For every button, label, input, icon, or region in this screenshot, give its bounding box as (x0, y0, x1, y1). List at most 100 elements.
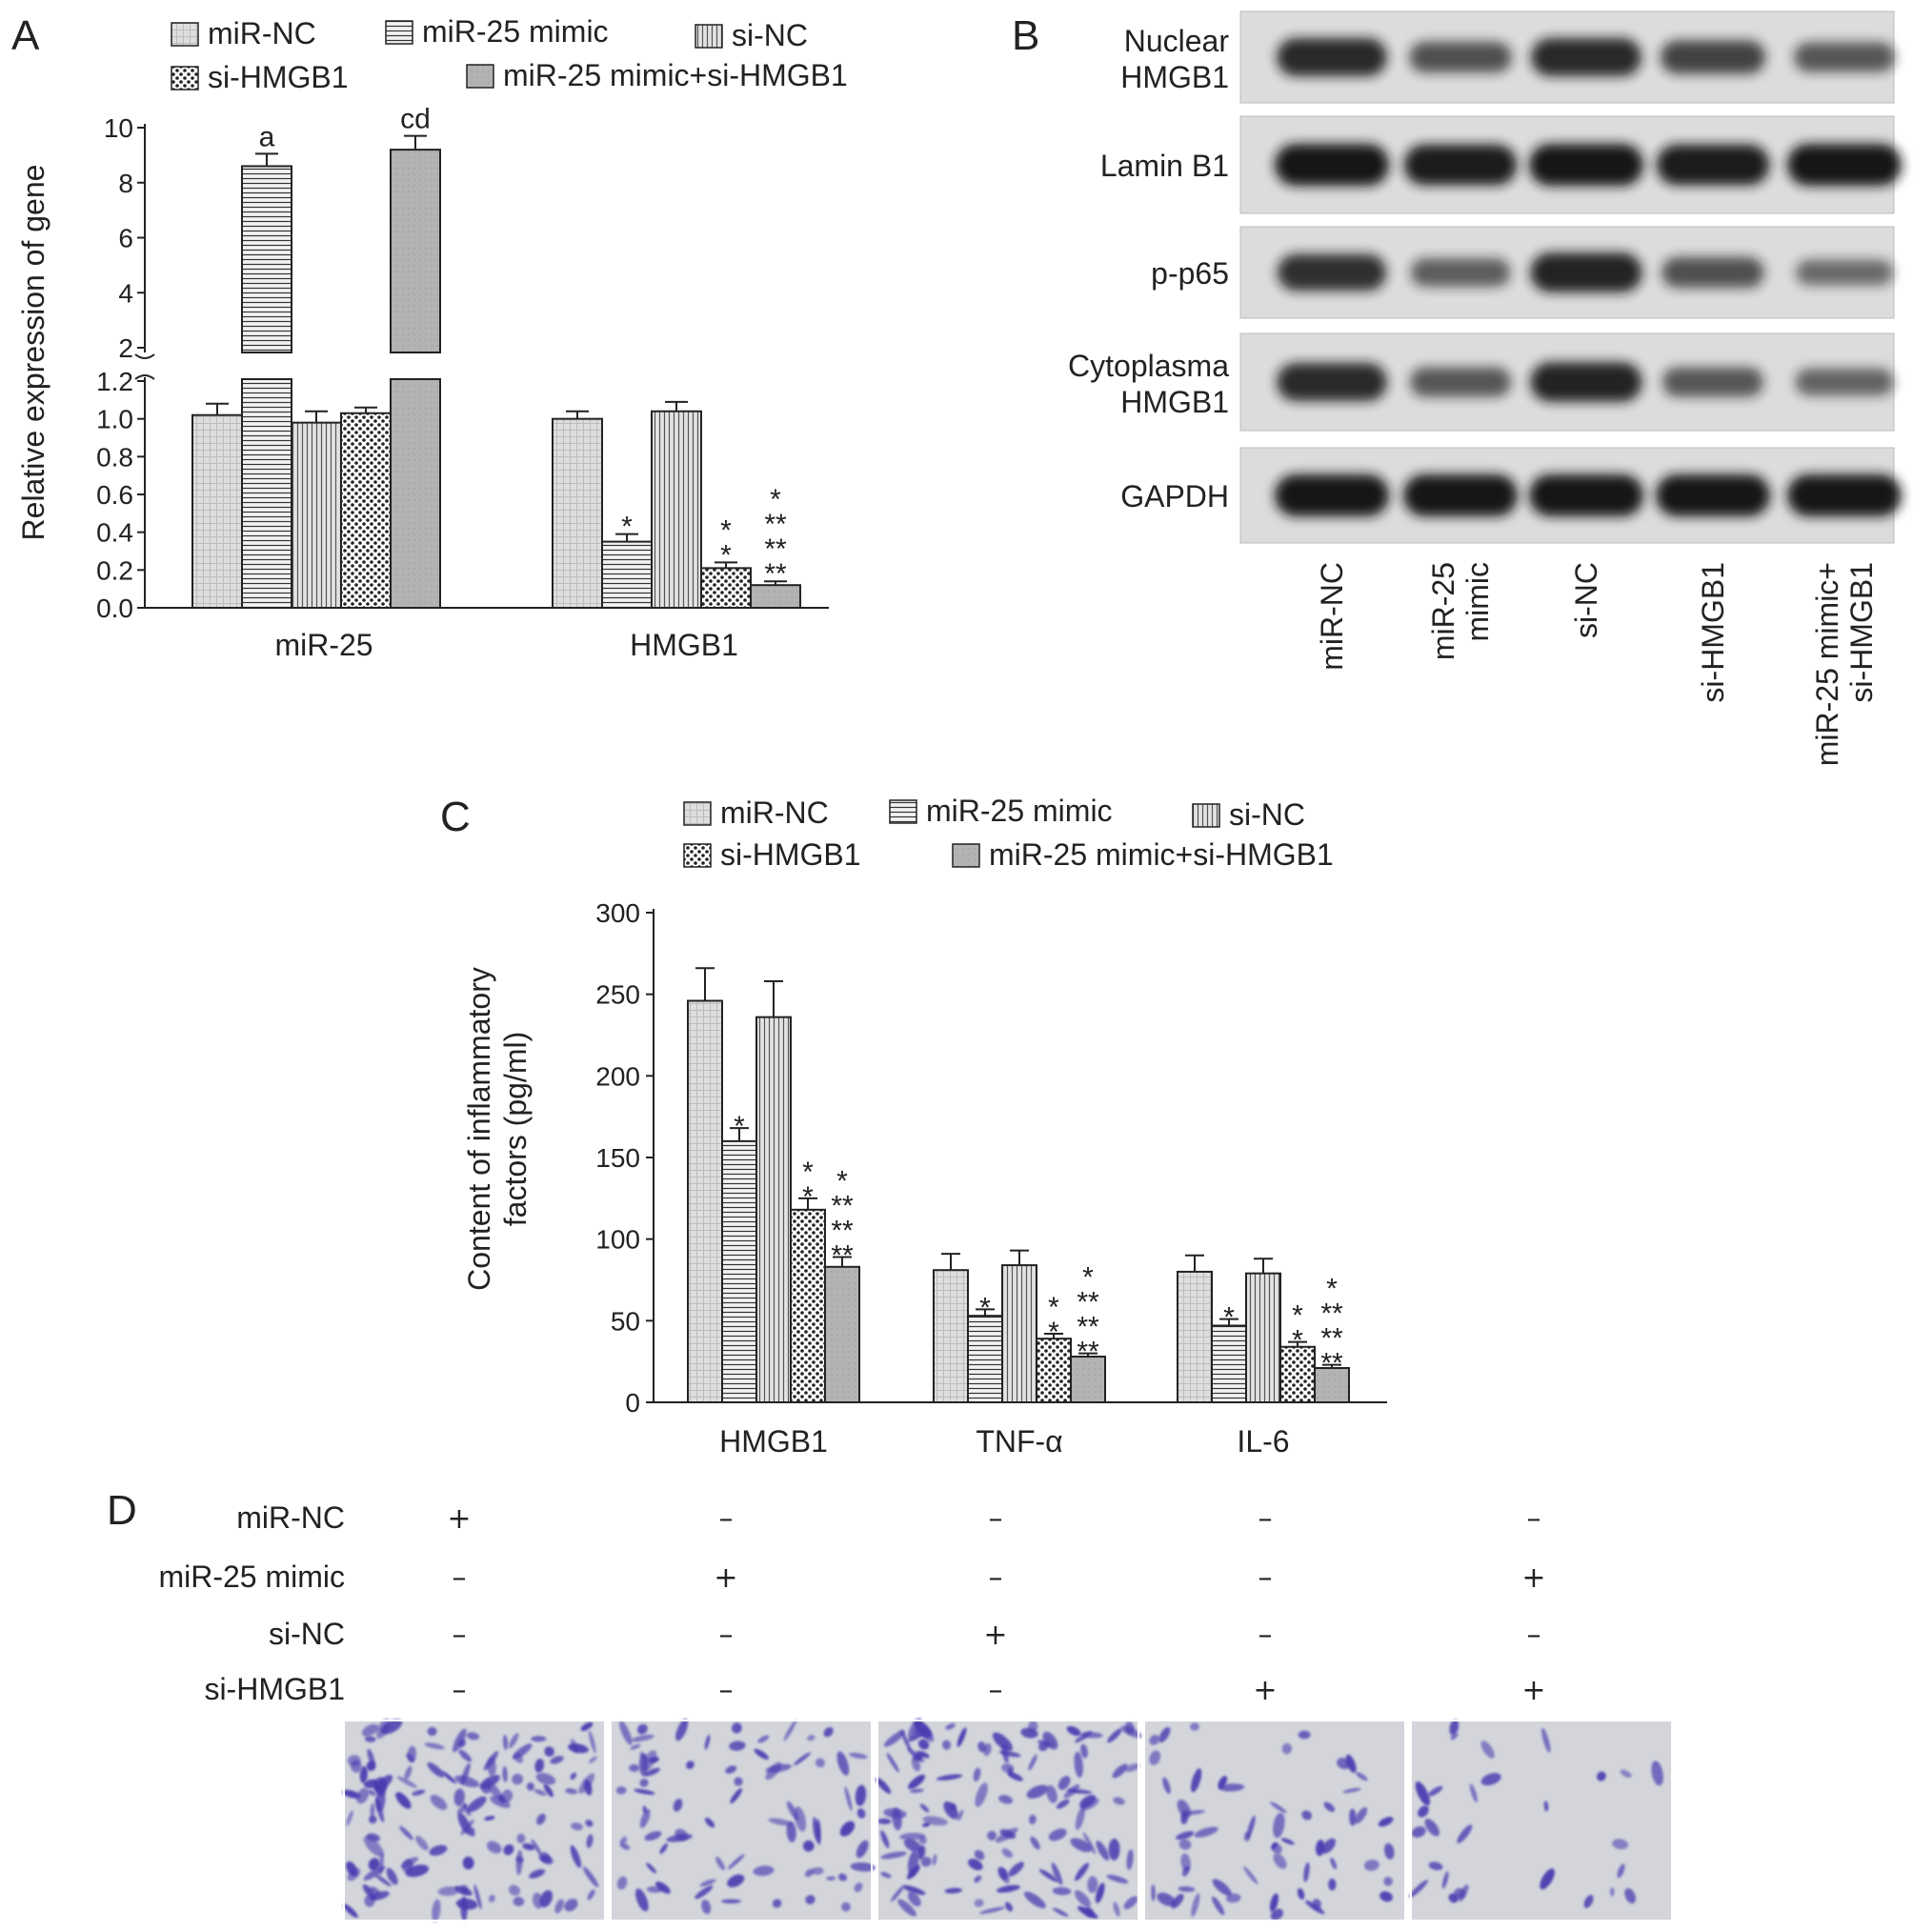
migrated-cell (536, 1813, 546, 1825)
migrated-cell (1162, 1777, 1171, 1794)
migrated-cell (1082, 1832, 1097, 1855)
migrated-cell (1379, 1891, 1393, 1902)
migrated-cell (897, 1899, 916, 1917)
migrated-cell (1363, 1859, 1379, 1871)
legend-c-entry-3: si-HMGB1 (720, 837, 861, 872)
legend-c-swatch-0 (683, 801, 712, 826)
migrated-cell (639, 1778, 649, 1787)
migrated-cell (1383, 1877, 1393, 1886)
panel-c-significance-label: ** (1077, 1337, 1099, 1368)
migrated-cell (1480, 1741, 1495, 1759)
migrated-cell (636, 1723, 648, 1735)
migrated-cell (430, 1795, 448, 1810)
migrated-cell (589, 1756, 597, 1763)
blot-band (1410, 258, 1511, 287)
migrated-cell (508, 1884, 521, 1896)
migrated-cell (1303, 1862, 1310, 1882)
legend-c-swatch-3 (683, 843, 712, 868)
migrated-cell (918, 1836, 927, 1845)
treatment-sign: – (719, 1502, 734, 1536)
migrated-cell (368, 1815, 377, 1824)
panel-c-y-axis-title: Content of inflammatoryfactors (pg/ml) (462, 967, 533, 1291)
migrated-cell (483, 1751, 499, 1771)
treatment-sign: – (719, 1619, 734, 1652)
treatment-sign: – (453, 1619, 467, 1652)
migrated-cell (466, 1732, 480, 1741)
migrated-cell (1191, 1893, 1200, 1918)
migrated-cell (1609, 1887, 1615, 1897)
migration-micrograph (610, 1719, 876, 1922)
migrated-cell (1617, 1863, 1625, 1879)
migrated-cell (704, 1817, 715, 1828)
blot-lane-label-line: si-HMGB1 (1844, 562, 1879, 703)
migrated-cell (1028, 1721, 1038, 1733)
migrated-cell (854, 1882, 863, 1893)
legend-c-swatch-1 (889, 799, 917, 824)
migrated-cell (534, 1789, 547, 1796)
panel-c-legend: miR-NC miR-25 mimic si-NC si-HMGB1 miR-25 mi… (683, 794, 1334, 872)
migrated-cell (729, 1741, 746, 1751)
migrated-cell (1158, 1726, 1171, 1743)
migrated-cell (1356, 1772, 1368, 1781)
migrated-cell (1383, 1842, 1395, 1860)
panel-a-significance-label: * (720, 514, 732, 546)
panel-a-tick-label: 0.4 (96, 518, 133, 548)
migrated-cell (725, 1765, 737, 1774)
migrated-cell (646, 1862, 657, 1874)
blot-band (1787, 144, 1902, 186)
migrated-cell (920, 1856, 932, 1867)
panel-a-bar-upper (241, 165, 292, 353)
panel-c-y-axis-title-line: factors (pg/ml) (498, 1032, 533, 1226)
migrated-cell (1151, 1883, 1156, 1902)
migrated-cell (648, 1756, 659, 1763)
panel-a-significance-label: ** (764, 533, 787, 565)
migrated-cell (812, 1866, 824, 1876)
migrated-cell (1583, 1894, 1594, 1908)
panel-c-significance-label: * (734, 1111, 745, 1142)
panel-a-significance-label: * (770, 484, 781, 515)
migrated-cell (1459, 1884, 1469, 1902)
migrated-cell (794, 1806, 807, 1832)
migrated-cell (375, 1719, 391, 1740)
blot-row-label: Cytoplasma (1068, 349, 1229, 383)
migrated-cell (1070, 1838, 1092, 1853)
migrated-cell (1273, 1812, 1285, 1839)
migrated-cell (815, 1758, 825, 1768)
panel-a-tick-label: 2 (118, 333, 133, 363)
migrated-cell (395, 1792, 412, 1809)
migrated-cell (1441, 1871, 1449, 1889)
migrated-cell (826, 1876, 836, 1881)
migrated-cell (918, 1739, 930, 1750)
panel-a-axis-break (134, 353, 155, 380)
panel-a-chart: miR-NC miR-25 mimic si-NC si-HMGB1 miR-25 mi… (16, 14, 848, 662)
migrated-cell (999, 1829, 1017, 1840)
panel-c-significance-label: ** (1320, 1323, 1343, 1355)
migrated-cell (1084, 1906, 1094, 1918)
migrated-cell (1469, 1783, 1478, 1802)
migrated-cell (646, 1885, 663, 1893)
migrated-cell (1271, 1841, 1278, 1850)
migrated-cell (564, 1899, 578, 1912)
panel-c-tick-label: 300 (595, 898, 640, 928)
migrated-cell (1480, 1773, 1501, 1786)
migrated-cell (786, 1821, 796, 1842)
migrated-cell (916, 1750, 930, 1759)
migrated-cell (1004, 1902, 1014, 1912)
migrated-cell (1123, 1896, 1138, 1910)
panel-c-significance-label: ** (1320, 1348, 1343, 1379)
migrated-cell (1337, 1758, 1351, 1770)
legend-a-entry-4: miR-25 mimic+si-HMGB1 (503, 58, 848, 92)
migrated-cell (772, 1899, 782, 1908)
treatment-sign: – (989, 1674, 1003, 1707)
panel-a-significance-label: cd (400, 104, 431, 135)
panel-c-significance-label: * (802, 1157, 814, 1188)
migrated-cell (522, 1842, 535, 1851)
migrated-cell (1428, 1862, 1443, 1871)
migrated-cell (1415, 1781, 1431, 1806)
migrated-cell (1178, 1886, 1196, 1892)
blot-band (1529, 144, 1643, 186)
migrated-cell (489, 1894, 495, 1902)
migrated-cell (701, 1900, 712, 1915)
